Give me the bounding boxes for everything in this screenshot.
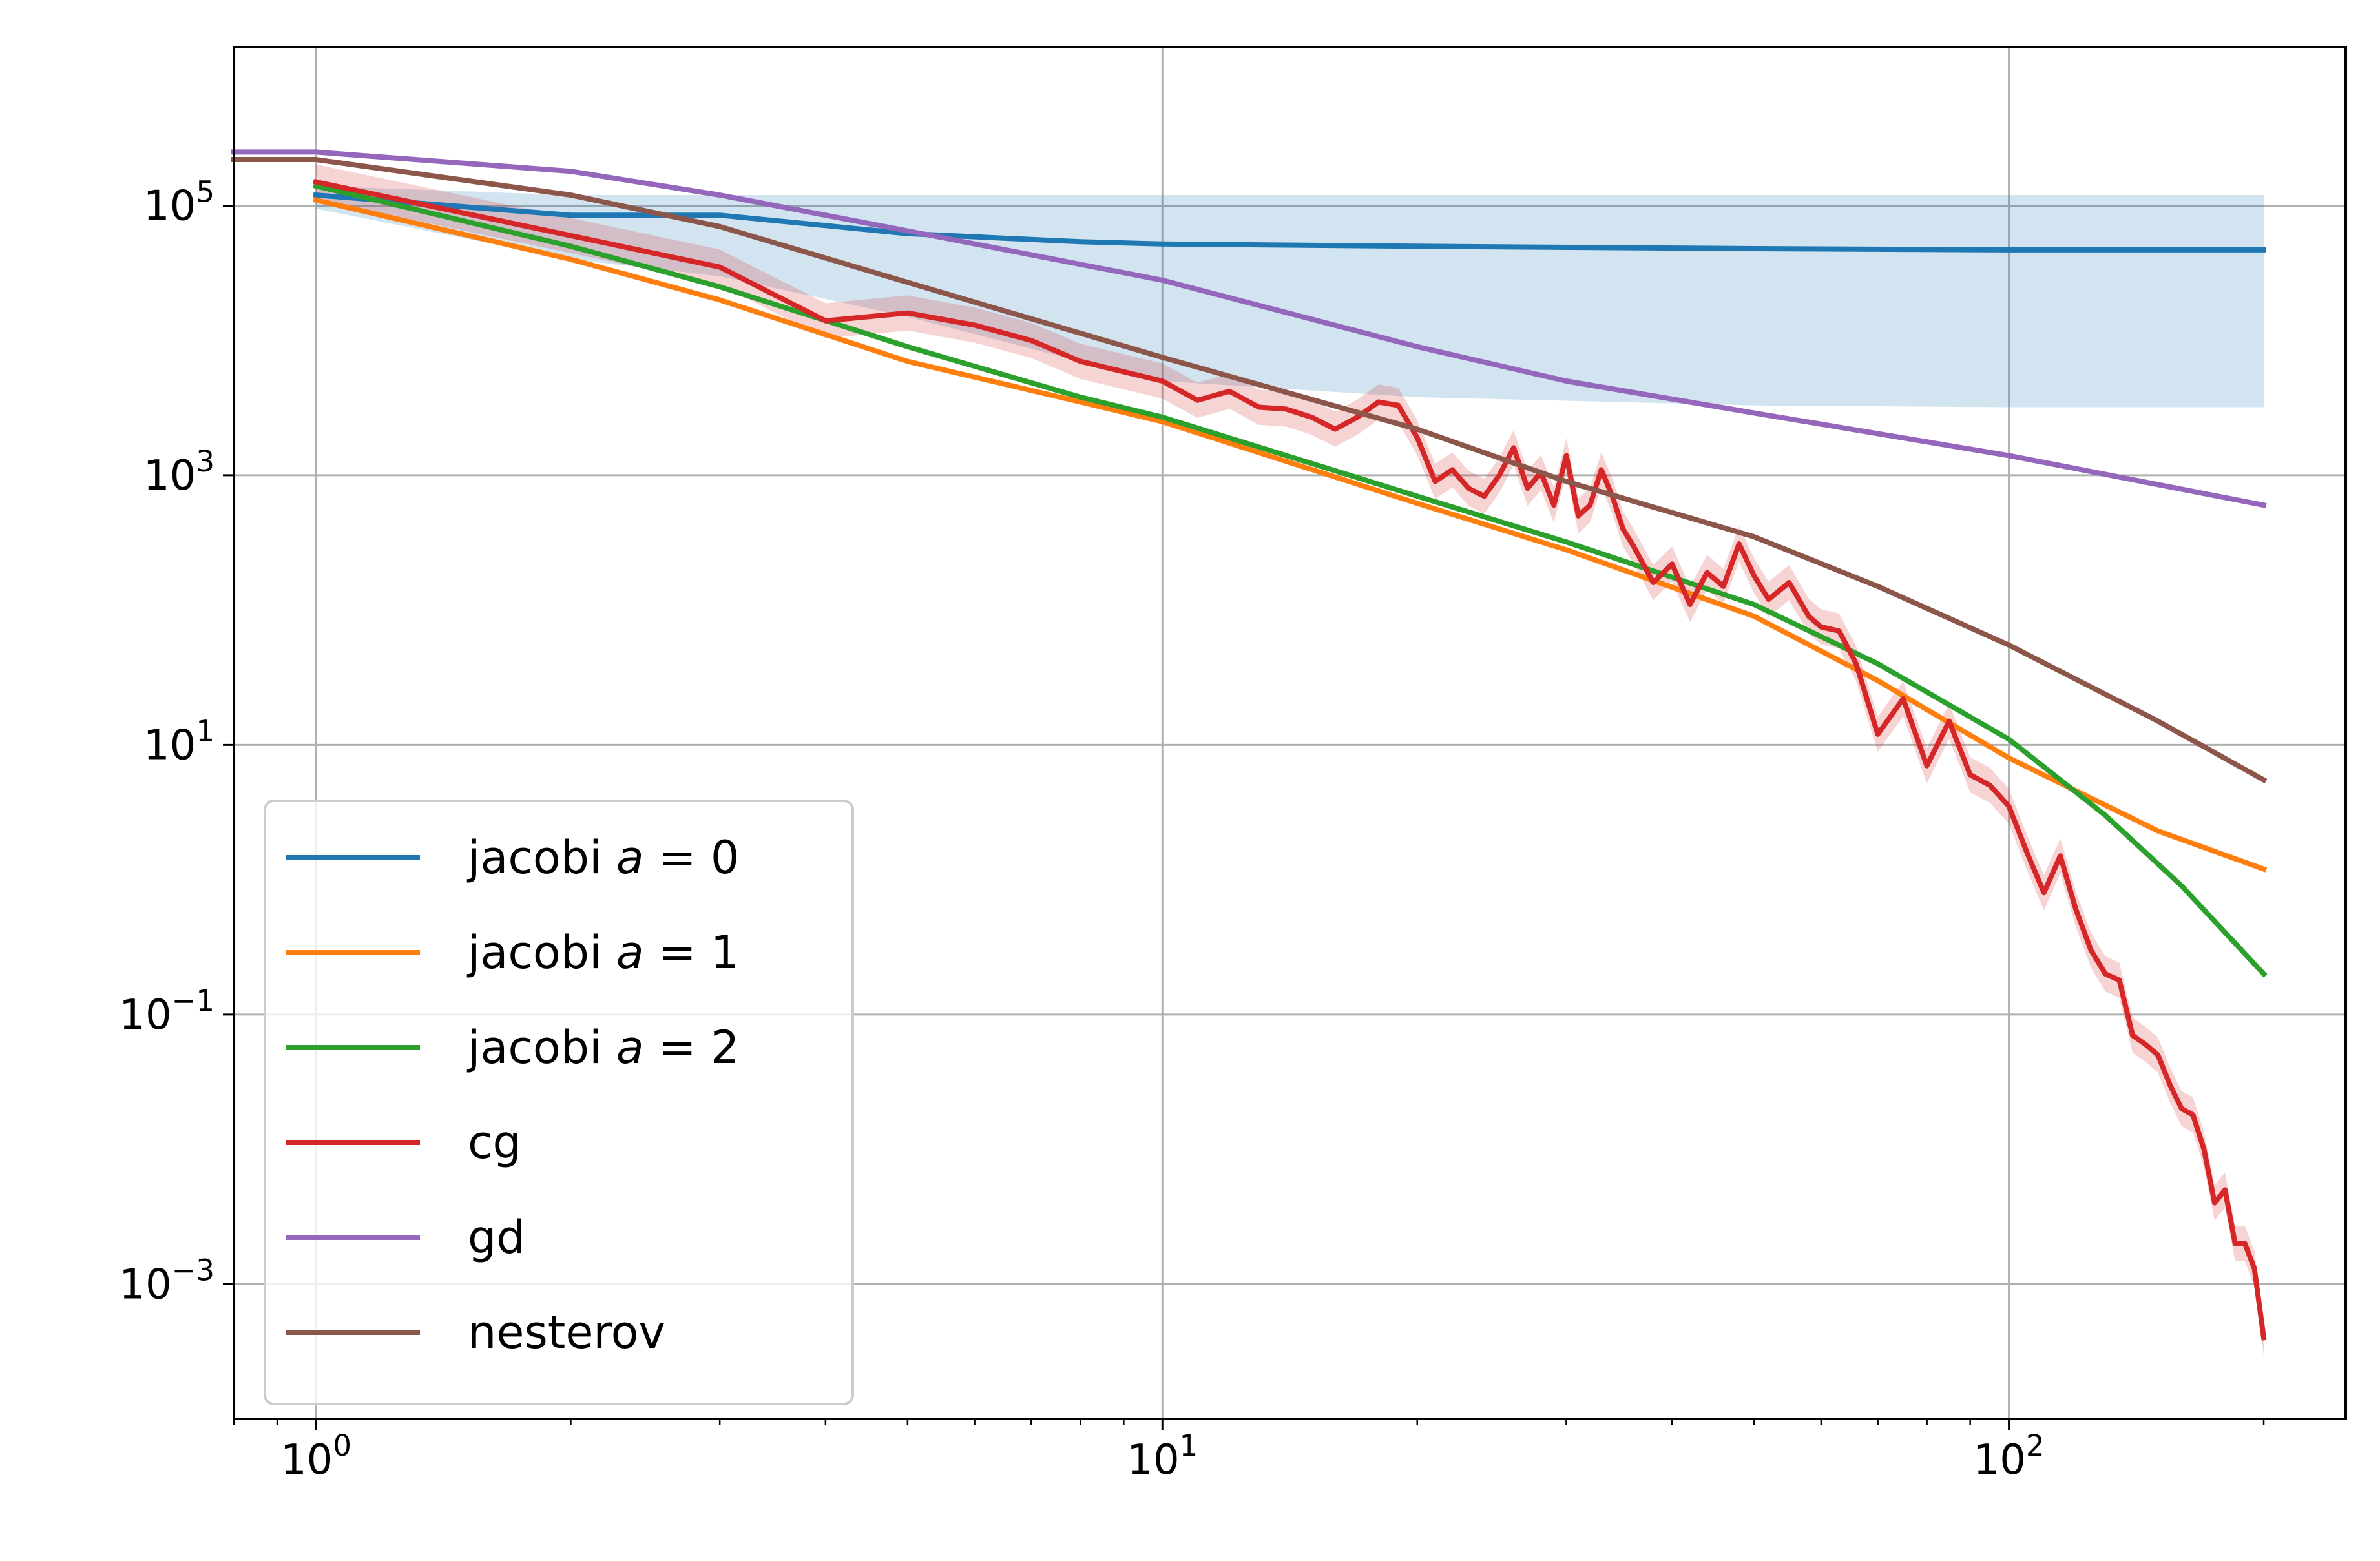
- band-jacobi-a-0: [316, 186, 2264, 408]
- y-tick-labels: 105 103 101 10−1 10−3: [119, 174, 214, 1308]
- legend-label: jacobi a = 0: [466, 831, 739, 884]
- line-nesterov: [231, 157, 2268, 784]
- line-jacobi-a-1: [313, 196, 2268, 873]
- x-tick-label: 101: [1127, 1429, 1198, 1484]
- line-jacobi-a-2: [313, 183, 2268, 978]
- y-tick-label: 101: [143, 714, 214, 769]
- legend-label: jacobi a = 1: [466, 926, 739, 979]
- x-tick-label: 100: [280, 1429, 351, 1484]
- y-tick-label: 105: [143, 174, 214, 230]
- line-cg: [313, 178, 2267, 1341]
- line-gd: [231, 149, 2267, 508]
- legend-label: nesterov: [468, 1306, 665, 1359]
- y-tick-label: 10−1: [119, 984, 214, 1039]
- band-cg: [316, 164, 2264, 1356]
- line-jacobi-a-0: [313, 192, 2266, 253]
- x-tick-label: 102: [1974, 1429, 2045, 1484]
- legend-label: jacobi a = 2: [466, 1021, 739, 1074]
- x-tick-labels: 100 101 102: [280, 1429, 2045, 1484]
- confidence-bands: [316, 164, 2264, 1356]
- series-lines: [231, 149, 2268, 1341]
- y-tick-label: 10−3: [119, 1253, 214, 1308]
- plot-frame: [233, 46, 2347, 1420]
- legend-label: gd: [468, 1211, 525, 1264]
- legend-label: cg: [468, 1116, 521, 1169]
- y-tick-label: 103: [143, 444, 214, 500]
- legend: jacobi a = 0 jacobi a = 1 jacobi a = 2 cg gd…: [264, 800, 854, 1405]
- axis-ticks: [223, 204, 2265, 1430]
